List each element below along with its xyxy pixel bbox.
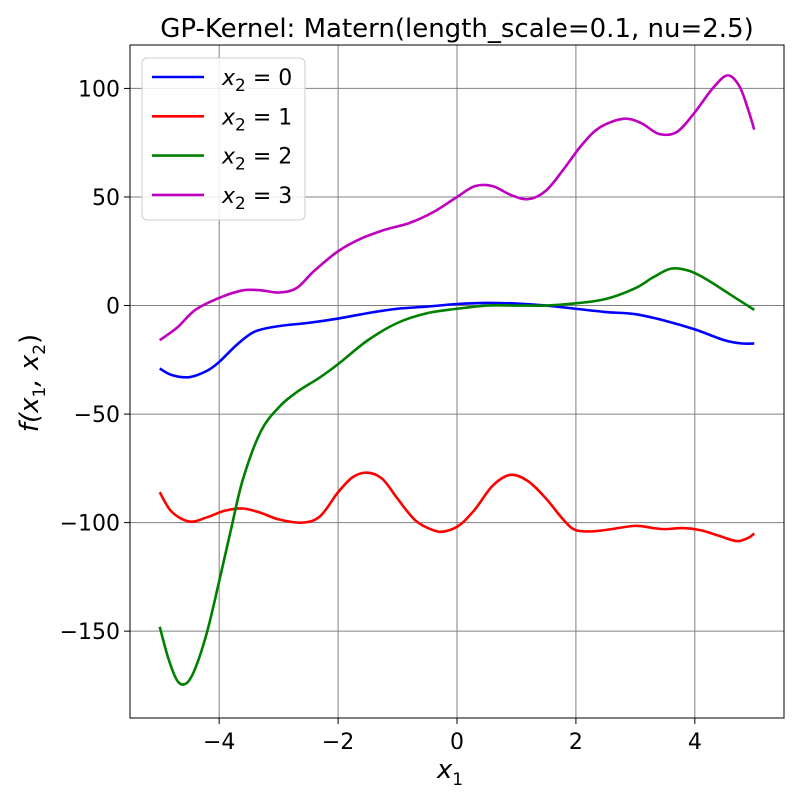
x-tick-label: −2 [322, 730, 354, 755]
series-1-legend-label: x2 = 0 [221, 66, 292, 96]
series-1-legend-label-value: = 0 [246, 66, 292, 91]
y-axis-label-sub2: 2 [30, 344, 50, 355]
series-4-line [158, 74, 756, 342]
y-axis-label-post: ) [15, 334, 45, 344]
series-3-line [158, 266, 755, 686]
x-tick-label: 4 [688, 730, 702, 755]
y-tick-label: −150 [60, 620, 120, 645]
y-tick-label: −50 [74, 403, 120, 428]
y-axis-label-mid: , x [15, 354, 45, 387]
y-tick-label: −100 [60, 512, 120, 537]
series-2-legend-label-subscript: 2 [235, 115, 246, 135]
series-3-legend-label: x2 = 2 [221, 145, 292, 175]
x-tick-label: 2 [569, 730, 583, 755]
legend: x2 = 0x2 = 1x2 = 2x2 = 3 [141, 57, 306, 221]
series-3-legend-label-base: x [221, 145, 236, 170]
series-4-legend-label-value: = 3 [246, 184, 292, 209]
x-axis-label: x1 [436, 755, 463, 790]
series-2-legend-label-base: x [221, 105, 236, 130]
y-axis-label-pre: f(x [15, 397, 45, 432]
series-1-legend-label-base: x [221, 66, 236, 91]
y-axis-label-sub1: 1 [30, 387, 50, 398]
series-1-legend-label-subscript: 2 [235, 76, 246, 96]
legend-box [141, 57, 306, 221]
series-lines [158, 74, 756, 686]
chart-title: GP-Kernel: Matern(length_scale=0.1, nu=2… [160, 14, 754, 44]
series-4-legend-label: x2 = 3 [221, 184, 292, 214]
y-tick-label: 0 [106, 295, 120, 320]
axis-ticks: −4 −2 0 2 4 −150 −100 −50 0 50 100 [60, 77, 702, 755]
series-4-legend-label-subscript: 2 [235, 194, 246, 214]
y-tick-label: 100 [78, 77, 120, 102]
series-2-line [158, 471, 756, 543]
y-tick-label: 50 [92, 186, 120, 211]
series-3-legend-label-subscript: 2 [235, 155, 246, 175]
y-axis-label: f(x1, x2) [15, 334, 50, 432]
x-tick-label: −4 [203, 730, 235, 755]
series-2-legend-label: x2 = 1 [221, 105, 292, 135]
x-axis-label-base: x [436, 755, 453, 785]
x-axis-label-subscript: 1 [452, 770, 463, 790]
x-tick-label: 0 [450, 730, 464, 755]
series-1-line [159, 301, 755, 379]
series-4-legend-label-base: x [221, 184, 236, 209]
series-2-legend-label-value: = 1 [246, 105, 292, 130]
series-3-legend-label-value: = 2 [246, 145, 292, 170]
